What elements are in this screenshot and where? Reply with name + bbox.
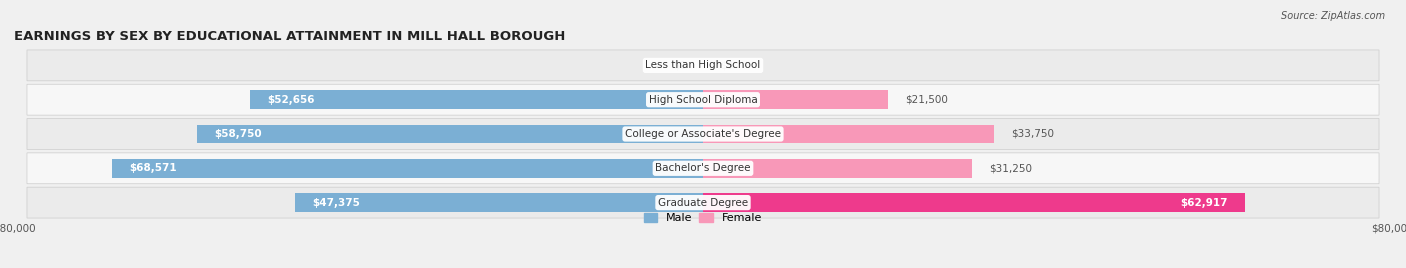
- Text: $21,500: $21,500: [905, 95, 948, 105]
- Bar: [295, 193, 703, 212]
- FancyBboxPatch shape: [27, 118, 1379, 150]
- Bar: [703, 193, 1244, 212]
- Bar: [703, 90, 889, 109]
- Text: $0: $0: [672, 60, 686, 70]
- Text: High School Diploma: High School Diploma: [648, 95, 758, 105]
- Text: Source: ZipAtlas.com: Source: ZipAtlas.com: [1281, 11, 1385, 21]
- Text: $68,571: $68,571: [129, 163, 177, 173]
- Text: Bachelor's Degree: Bachelor's Degree: [655, 163, 751, 173]
- FancyBboxPatch shape: [27, 50, 1379, 81]
- Text: $47,375: $47,375: [312, 198, 360, 208]
- Text: $0: $0: [720, 60, 734, 70]
- Text: $52,656: $52,656: [267, 95, 315, 105]
- Bar: [197, 125, 703, 143]
- Text: $58,750: $58,750: [214, 129, 262, 139]
- Bar: [703, 125, 994, 143]
- Text: $62,917: $62,917: [1180, 198, 1227, 208]
- Text: Less than High School: Less than High School: [645, 60, 761, 70]
- FancyBboxPatch shape: [27, 84, 1379, 115]
- Legend: Male, Female: Male, Female: [640, 209, 766, 228]
- FancyBboxPatch shape: [27, 153, 1379, 184]
- Text: $33,750: $33,750: [1011, 129, 1054, 139]
- Text: Graduate Degree: Graduate Degree: [658, 198, 748, 208]
- Bar: [112, 159, 703, 178]
- Text: College or Associate's Degree: College or Associate's Degree: [626, 129, 780, 139]
- Bar: [703, 159, 972, 178]
- Text: $31,250: $31,250: [990, 163, 1032, 173]
- FancyBboxPatch shape: [27, 187, 1379, 218]
- Bar: [249, 90, 703, 109]
- Text: EARNINGS BY SEX BY EDUCATIONAL ATTAINMENT IN MILL HALL BOROUGH: EARNINGS BY SEX BY EDUCATIONAL ATTAINMEN…: [14, 30, 565, 43]
